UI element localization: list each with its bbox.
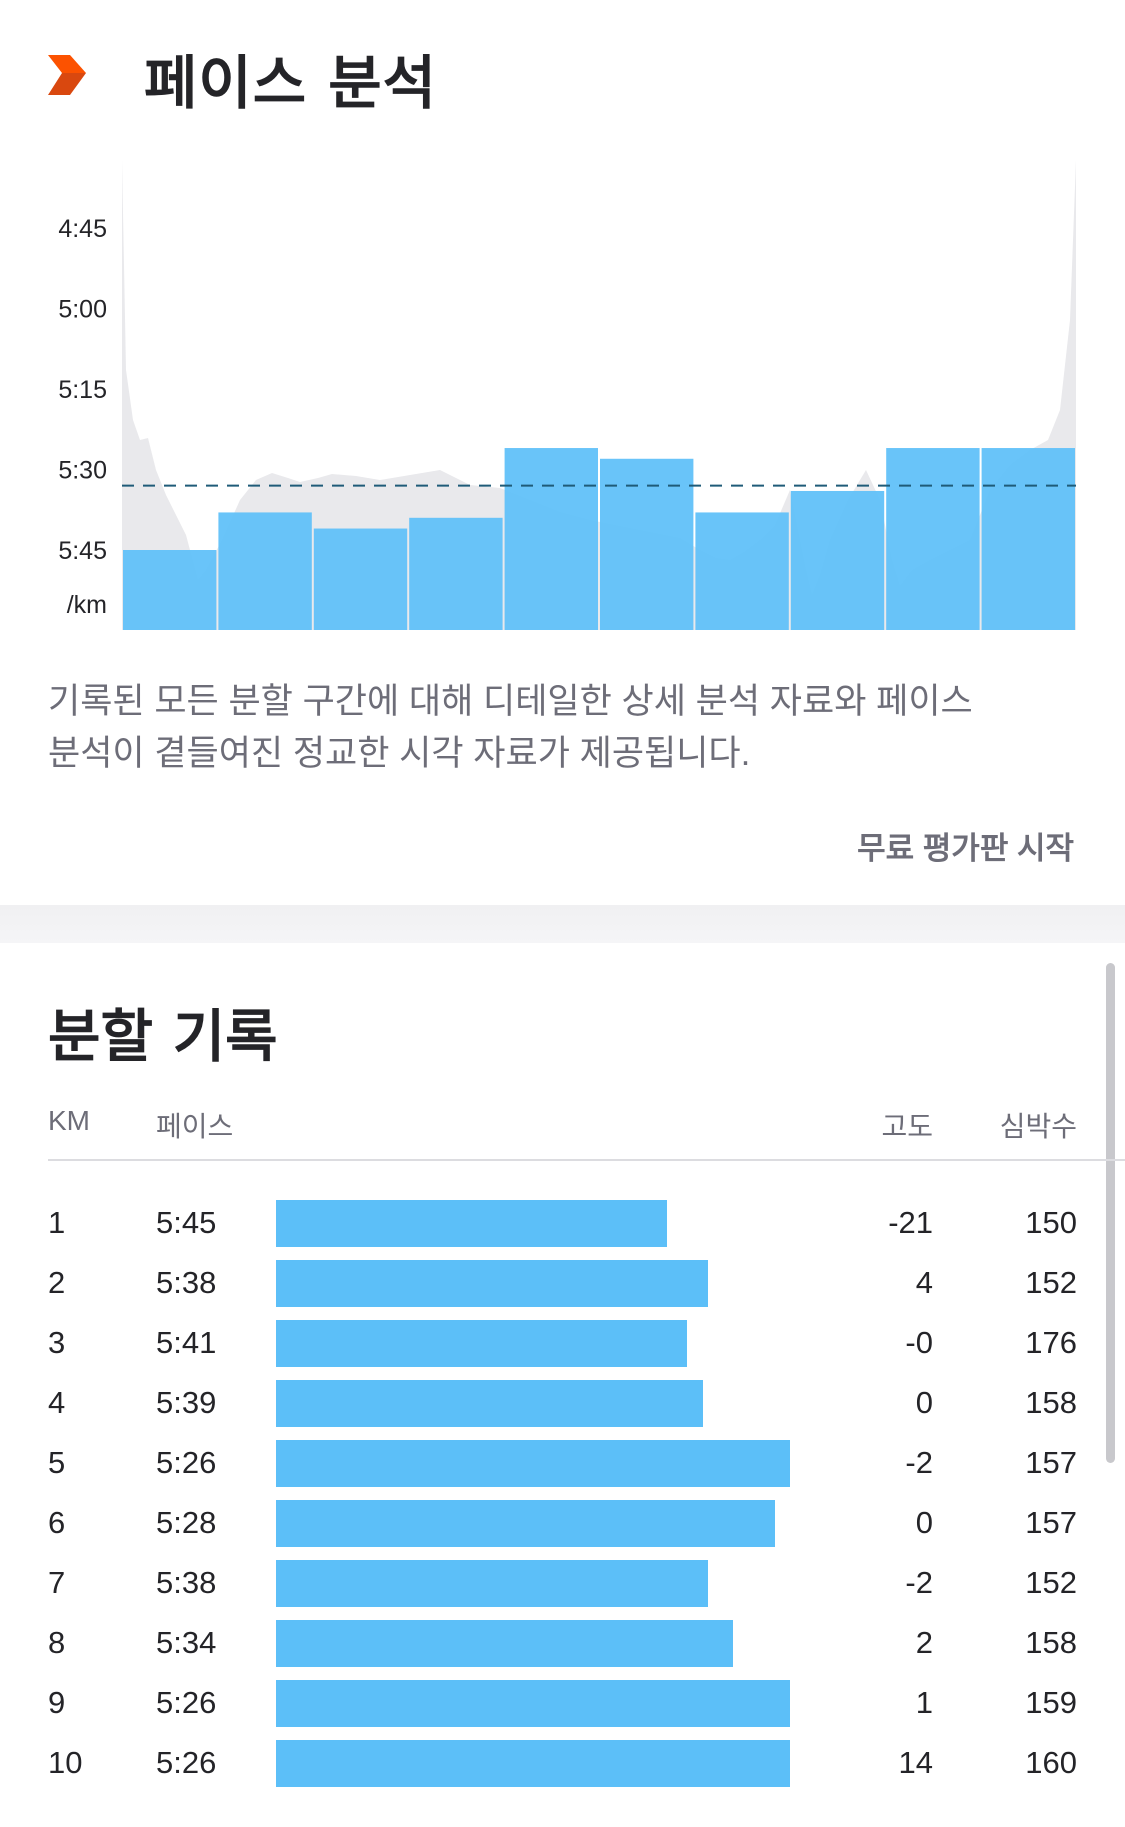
split-elevation: -2: [905, 1565, 933, 1600]
split-row[interactable]: 2 5:38 4 152: [0, 1253, 1125, 1313]
y-tick-label: 5:30: [58, 457, 107, 485]
pace-bar-km-8[interactable]: [790, 490, 885, 630]
split-elevation: 0: [915, 1385, 933, 1420]
y-tick-label: 5:00: [58, 296, 107, 324]
split-elevation: 4: [915, 1265, 933, 1300]
y-axis-ticks: 4:45 5:00 5:15 5:30 5:45/km: [58, 215, 107, 619]
split-km: 5: [48, 1445, 66, 1480]
split-row[interactable]: 5 5:26 -2 157: [0, 1433, 1125, 1493]
pace-bar-km-7[interactable]: [695, 512, 789, 630]
split-km: 7: [48, 1565, 66, 1600]
split-heart-rate: 160: [1025, 1745, 1077, 1780]
split-elevation: 0: [915, 1505, 933, 1540]
split-row[interactable]: 8 5:34 2 158: [0, 1613, 1125, 1673]
y-tick-label: 4:45: [58, 215, 107, 243]
split-elevation: -21: [888, 1205, 933, 1240]
split-pace: 5:26: [156, 1685, 217, 1720]
split-elevation: 14: [898, 1745, 933, 1780]
split-pace-bar: [276, 1500, 775, 1547]
split-elevation: -0: [905, 1325, 933, 1360]
strava-chevron-icon: [48, 55, 86, 95]
pace-description: 기록된 모든 분할 구간에 대해 디테일한 상세 분석 자료와 페이스 분석이 …: [48, 676, 1048, 780]
split-row[interactable]: 6 5:28 0 157: [0, 1493, 1125, 1553]
split-km: 1: [48, 1205, 66, 1240]
split-pace-bar: [276, 1560, 708, 1607]
split-pace: 5:39: [156, 1385, 217, 1420]
split-km: 2: [48, 1265, 66, 1300]
split-pace-bar: [276, 1200, 667, 1247]
pace-analysis-header: 페이스 분석: [48, 38, 437, 118]
split-heart-rate: 157: [1025, 1505, 1077, 1540]
split-pace: 5:34: [156, 1625, 217, 1660]
split-heart-rate: 152: [1025, 1265, 1077, 1300]
pace-analysis-card: 페이스 분석 4:45 5:00 5:15 5:30 5:45/km 기록된 모든 분할…: [0, 0, 1125, 905]
split-row[interactable]: 10 5:26 14 160: [0, 1733, 1125, 1793]
split-pace-bar: [276, 1680, 790, 1727]
header-pace: 페이스: [156, 1111, 234, 1142]
split-heart-rate: 159: [1025, 1685, 1077, 1720]
description-line-1: 기록된 모든 분할 구간에 대해 디테일한 상세 분석 자료와 페이스: [48, 682, 973, 721]
split-pace: 5:41: [156, 1325, 217, 1360]
header-elevation: 고도: [881, 1111, 933, 1142]
split-pace: 5:38: [156, 1565, 217, 1600]
split-pace: 5:38: [156, 1265, 217, 1300]
split-heart-rate: 152: [1025, 1565, 1077, 1600]
split-elevation: 1: [915, 1685, 933, 1720]
pace-bar-km-10[interactable]: [981, 448, 1075, 630]
split-pace-bar: [276, 1740, 790, 1787]
split-pace-bar: [276, 1380, 703, 1427]
pace-bar-km-1[interactable]: [123, 550, 217, 630]
start-free-trial-link[interactable]: 무료 평가판 시작: [857, 831, 1074, 866]
split-heart-rate: 176: [1025, 1325, 1077, 1360]
y-unit-label: /km: [67, 591, 107, 619]
header-divider: [48, 1159, 1125, 1161]
split-pace: 5:45: [156, 1205, 217, 1240]
split-km: 6: [48, 1505, 66, 1540]
description-line-2: 분석이 곁들여진 정교한 시각 자료가 제공됩니다.: [48, 734, 751, 773]
split-km: 4: [48, 1385, 66, 1420]
split-pace: 5:26: [156, 1445, 217, 1480]
split-pace-bar: [276, 1260, 708, 1307]
pace-chart-svg: 4:45 5:00 5:15 5:30 5:45/km: [58, 160, 1076, 630]
split-row[interactable]: 3 5:41 -0 176: [0, 1313, 1125, 1373]
split-row[interactable]: 4 5:39 0 158: [0, 1373, 1125, 1433]
split-heart-rate: 158: [1025, 1625, 1077, 1660]
split-km: 9: [48, 1685, 66, 1720]
split-row[interactable]: 1 5:45 -21 150: [0, 1193, 1125, 1253]
split-km: 3: [48, 1325, 66, 1360]
split-pace-bar: [276, 1440, 790, 1487]
pace-bar-km-3[interactable]: [313, 528, 408, 630]
pace-bar-km-4[interactable]: [409, 517, 503, 630]
y-tick-label: 5:45: [58, 537, 107, 565]
split-heart-rate: 158: [1025, 1385, 1077, 1420]
split-elevation: 2: [915, 1625, 933, 1660]
split-elevation: -2: [905, 1445, 933, 1480]
split-heart-rate: 157: [1025, 1445, 1077, 1480]
header-km: KM: [48, 1105, 90, 1136]
y-tick-label: 5:15: [58, 376, 107, 404]
split-pace-bar: [276, 1320, 687, 1367]
split-km: 10: [48, 1745, 83, 1780]
pace-bar-km-9[interactable]: [886, 448, 980, 630]
section-divider: [0, 905, 1125, 943]
pace-bars: [123, 448, 1075, 630]
split-pace: 5:26: [156, 1745, 217, 1780]
splits-card: 분할 기록 KM 페이스 고도 심박수 1 5:45 -21 150 2 5:38 4 152…: [0, 943, 1125, 1827]
pace-bar-km-5[interactable]: [504, 448, 598, 630]
split-row[interactable]: 9 5:26 1 159: [0, 1673, 1125, 1733]
scrollbar[interactable]: [1106, 963, 1115, 1463]
split-km: 8: [48, 1625, 66, 1660]
pace-chart: 4:45 5:00 5:15 5:30 5:45/km: [0, 140, 1125, 640]
pace-bar-km-6[interactable]: [600, 458, 694, 630]
pace-bar-km-2[interactable]: [218, 512, 312, 630]
page-title: 페이스 분석: [144, 49, 437, 117]
split-pace: 5:28: [156, 1505, 217, 1540]
splits-title: 분할 기록: [48, 1004, 278, 1070]
header-heart-rate: 심박수: [999, 1111, 1077, 1142]
pace-trace-area: [122, 160, 1076, 630]
split-heart-rate: 150: [1025, 1205, 1077, 1240]
split-pace-bar: [276, 1620, 733, 1667]
split-row[interactable]: 7 5:38 -2 152: [0, 1553, 1125, 1613]
